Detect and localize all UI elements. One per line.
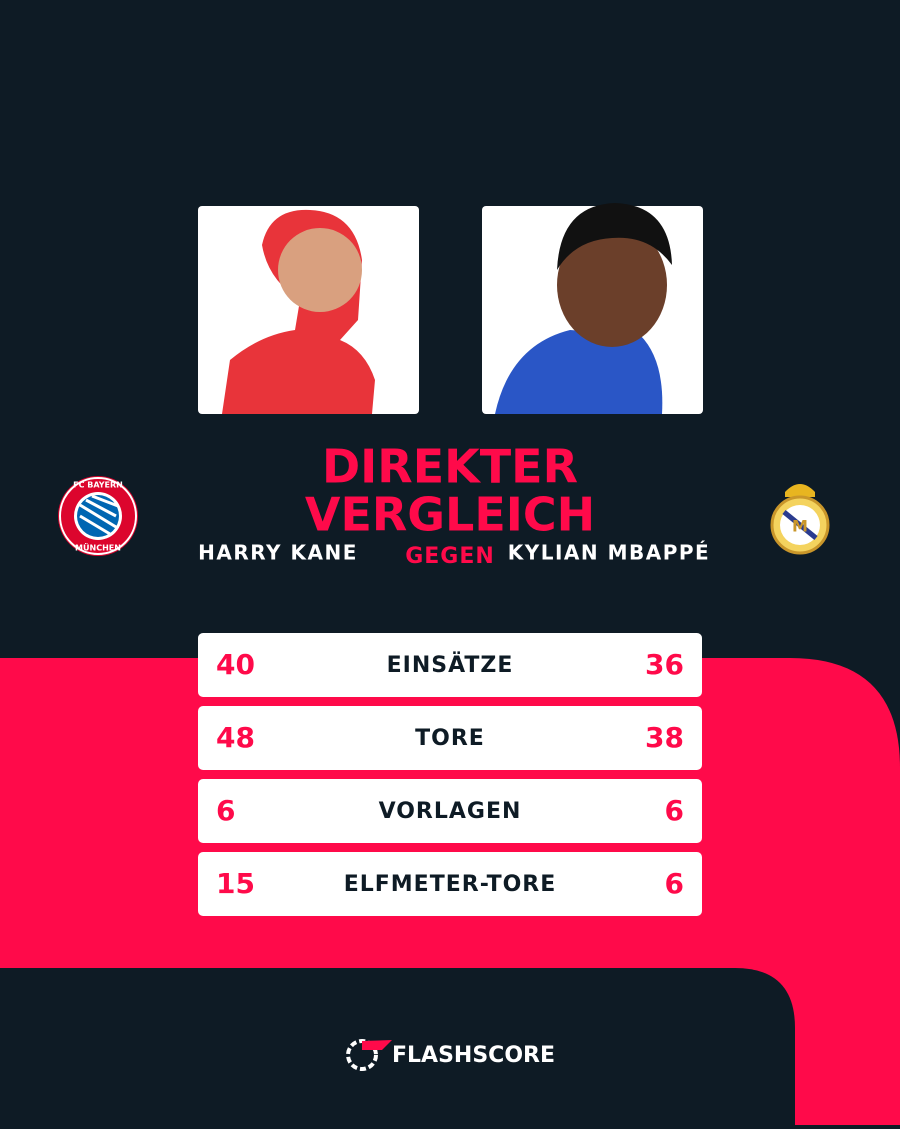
stat-row (198, 852, 702, 916)
stat-label: ELFMETER-TORE (344, 872, 557, 897)
stat-right: 6 (665, 867, 684, 900)
logo-text: MÜNCHEN (75, 543, 121, 553)
player-right-head (557, 223, 667, 347)
stat-row (198, 633, 702, 697)
flashscore-icon (346, 1039, 392, 1071)
player-left-head (278, 228, 362, 312)
stat-left: 6 (216, 794, 235, 827)
stat-row (198, 779, 702, 843)
player-right-hair (557, 203, 672, 270)
dark-footer (0, 968, 795, 1125)
stat-right: 36 (645, 648, 684, 681)
stat-label: VORLAGEN (379, 799, 522, 824)
svg-text:M: M (792, 517, 808, 536)
stat-left: 48 (216, 721, 255, 754)
player-name: KYLIAN MBAPPÉ (508, 541, 710, 565)
stats-table: 40 EINSÄTZE 36 48 TORE 38 6 VORLAGEN 6 15 ELFMETER… (198, 633, 702, 916)
title-line: DIREKTER (322, 440, 578, 494)
player-right-figure (495, 330, 663, 414)
brand: FLASHSCORE (392, 1043, 555, 1068)
stat-left: 40 (216, 648, 255, 681)
stat-right: 38 (645, 721, 684, 754)
stat-right: 6 (665, 794, 684, 827)
logo-text: FC BAYERN (73, 481, 123, 490)
real-madrid-logo: M (770, 484, 830, 555)
stat-left: 15 (216, 867, 255, 900)
stat-label: TORE (415, 726, 485, 751)
stat-label: EINSÄTZE (387, 652, 514, 678)
stat-row (198, 706, 702, 770)
bayern-logo: FC BAYERN MÜNCHEN (58, 476, 138, 556)
versus: GEGEN (405, 544, 495, 569)
player-name: HARRY KANE (198, 541, 358, 565)
title-line: VERGLEICH (305, 488, 595, 542)
